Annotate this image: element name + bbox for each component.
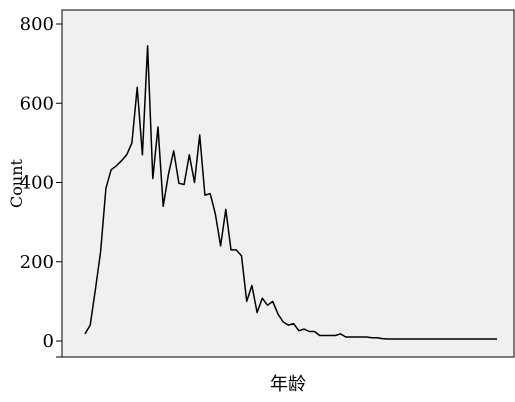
y-tick-label: 400 xyxy=(20,173,54,194)
y-axis: 0 200 400 600 800 xyxy=(20,14,62,352)
y-tick-label: 0 xyxy=(43,331,54,352)
y-tick-label: 800 xyxy=(20,14,54,35)
y-tick-label: 200 xyxy=(20,252,54,273)
y-axis-title: Count xyxy=(7,158,26,207)
plot-area xyxy=(61,9,515,358)
series-line xyxy=(84,45,497,340)
x-axis-title: 年龄 xyxy=(270,374,306,395)
y-tick-label: 600 xyxy=(20,93,54,114)
